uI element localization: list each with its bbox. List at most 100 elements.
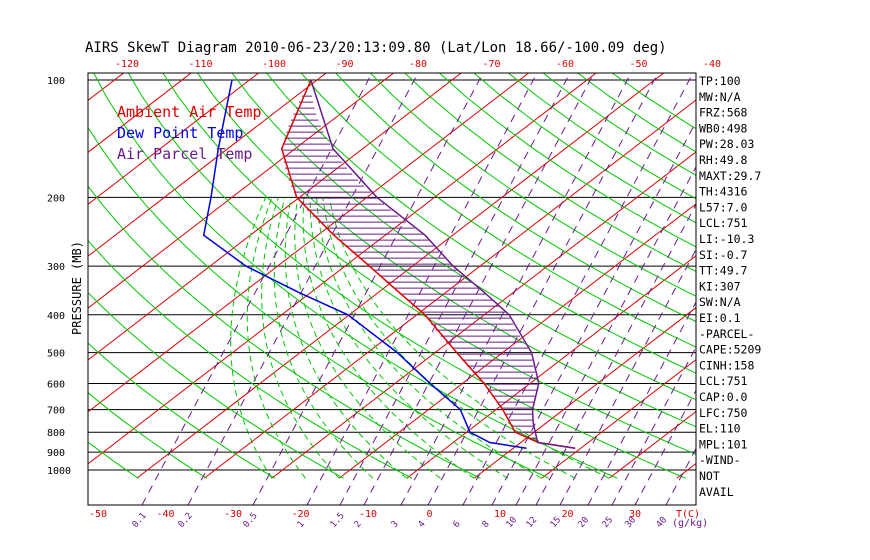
- index-value: WB0:498: [699, 121, 748, 135]
- moist-adiabat-line: [284, 197, 408, 479]
- dry-adiabat-line: [88, 126, 550, 479]
- mixing-ratio-unit: (g/kg): [672, 518, 708, 529]
- pressure-tick-label: 700: [47, 406, 65, 417]
- mixing-ratio-label: 8: [481, 519, 492, 530]
- isotherm-line: [406, 255, 696, 479]
- dry-adiabat-line: [88, 291, 344, 479]
- mixing-ratio-line: [339, 73, 571, 505]
- pressure-tick-label: 1000: [47, 466, 71, 477]
- isotherm-line: [0, 62, 3, 478]
- index-value: CAPE:5209: [699, 343, 761, 357]
- pressure-tick-label: 800: [47, 428, 65, 439]
- index-value: CINH:158: [699, 358, 754, 372]
- mixing-ratio-label: 4: [417, 519, 428, 530]
- dry-adiabat-line: [231, 73, 696, 401]
- mixing-ratio-label: 12: [525, 515, 540, 530]
- mixing-ratio-line: [462, 73, 694, 505]
- mixing-ratio-line: [252, 73, 484, 505]
- top-temp-label: -50: [630, 59, 648, 70]
- moist-adiabat-line: [246, 197, 306, 479]
- bottom-temp-label: 10: [494, 509, 506, 520]
- mixing-ratio-label: 3: [390, 519, 401, 530]
- bottom-temp-label: -40: [157, 509, 175, 520]
- bottom-temp-label: -10: [359, 509, 377, 520]
- index-value: TP:100: [699, 74, 741, 88]
- isotherm-line: [203, 99, 696, 479]
- dry-adiabat-line: [162, 73, 696, 455]
- index-value: LCL:751: [699, 374, 748, 388]
- isotherm-line: [541, 358, 696, 479]
- mixing-ratio-label: 0.5: [242, 511, 260, 530]
- index-value: -WIND-: [699, 453, 741, 467]
- index-value: LCL:751: [699, 216, 748, 230]
- top-temp-label: -90: [336, 59, 354, 70]
- dry-adiabat-line: [88, 342, 276, 479]
- bottom-temp-label: -20: [292, 509, 310, 520]
- index-value: KI:307: [699, 279, 741, 293]
- index-value: SW:N/A: [699, 295, 741, 309]
- isotherm-line: [271, 151, 696, 479]
- index-value: -PARCEL-: [699, 327, 754, 341]
- bottom-temp-label: 0: [427, 509, 433, 520]
- mixing-ratio-label: 6: [452, 519, 463, 530]
- mixing-ratio-label: 40: [655, 515, 670, 530]
- dry-adiabat-line: [438, 73, 696, 248]
- index-value: MAXT:29.7: [699, 169, 761, 183]
- index-value: PW:28.03: [699, 137, 754, 151]
- top-temp-label: -80: [409, 59, 427, 70]
- moist-adiabat-line: [316, 197, 543, 479]
- background-lines: [0, 62, 696, 505]
- mixing-ratio-label: 25: [601, 515, 616, 530]
- index-value: TT:49.7: [699, 264, 748, 278]
- bottom-temp-label: 30: [629, 509, 641, 520]
- mixing-ratio-line: [665, 447, 696, 505]
- dry-adiabat-line: [88, 392, 207, 479]
- index-value: RH:49.8: [699, 153, 748, 167]
- top-temp-label: -60: [556, 59, 574, 70]
- mixing-ratio-line: [515, 165, 696, 505]
- mixing-ratio-label: 2: [353, 519, 364, 530]
- dry-adiabat-line: [266, 73, 696, 374]
- mixing-ratio-line: [306, 73, 538, 505]
- index-value: NOT: [699, 469, 720, 483]
- dry-adiabat-line: [404, 73, 696, 273]
- isotherm-line: [88, 73, 530, 413]
- top-temp-label: -120: [115, 59, 139, 70]
- dry-adiabat-line: [88, 239, 413, 479]
- isotherm-line: [88, 73, 327, 257]
- isotherm-line: [473, 307, 696, 479]
- mixing-ratio-line: [559, 248, 696, 505]
- dry-adiabat-line: [300, 73, 696, 348]
- top-temp-label: -100: [262, 59, 286, 70]
- moist-adiabat-line: [302, 197, 475, 479]
- dry-adiabat-line: [88, 441, 139, 479]
- pressure-tick-label: 400: [47, 311, 65, 322]
- plot-frame: [87, 72, 697, 506]
- dry-adiabat-line: [369, 73, 696, 297]
- pressure-tick-label: 900: [47, 448, 65, 459]
- index-value: LFC:750: [699, 406, 748, 420]
- dry-adiabat-line: [127, 73, 686, 479]
- moist-adiabat-line: [322, 197, 576, 479]
- moist-adiabat-line: [309, 197, 509, 479]
- index-value: FRZ:568: [699, 106, 748, 120]
- index-value: EI:0.1: [699, 311, 741, 325]
- tc-unit-label: T(C): [676, 509, 700, 520]
- pressure-tick-label: 200: [47, 193, 65, 204]
- isotherm-line: [88, 73, 395, 309]
- mixing-ratio-line: [141, 73, 373, 505]
- mixing-ratio-label: 0.2: [177, 511, 195, 530]
- bottom-temp-label: -30: [224, 509, 242, 520]
- pressure-tick-label: 300: [47, 262, 65, 273]
- moist-adiabat-line: [273, 197, 374, 479]
- mixing-ratio-label: 1.5: [329, 511, 347, 530]
- dry-adiabat-line: [196, 73, 696, 428]
- index-value: EL:110: [699, 422, 741, 436]
- pressure-tick-label: 500: [47, 349, 65, 360]
- mixing-ratio-label: 20: [577, 515, 592, 530]
- mixing-ratio-label: 10: [505, 515, 520, 530]
- isotherm-line: [88, 73, 597, 465]
- mixing-ratio-line: [400, 73, 632, 505]
- dewpoint-line: [202, 79, 527, 450]
